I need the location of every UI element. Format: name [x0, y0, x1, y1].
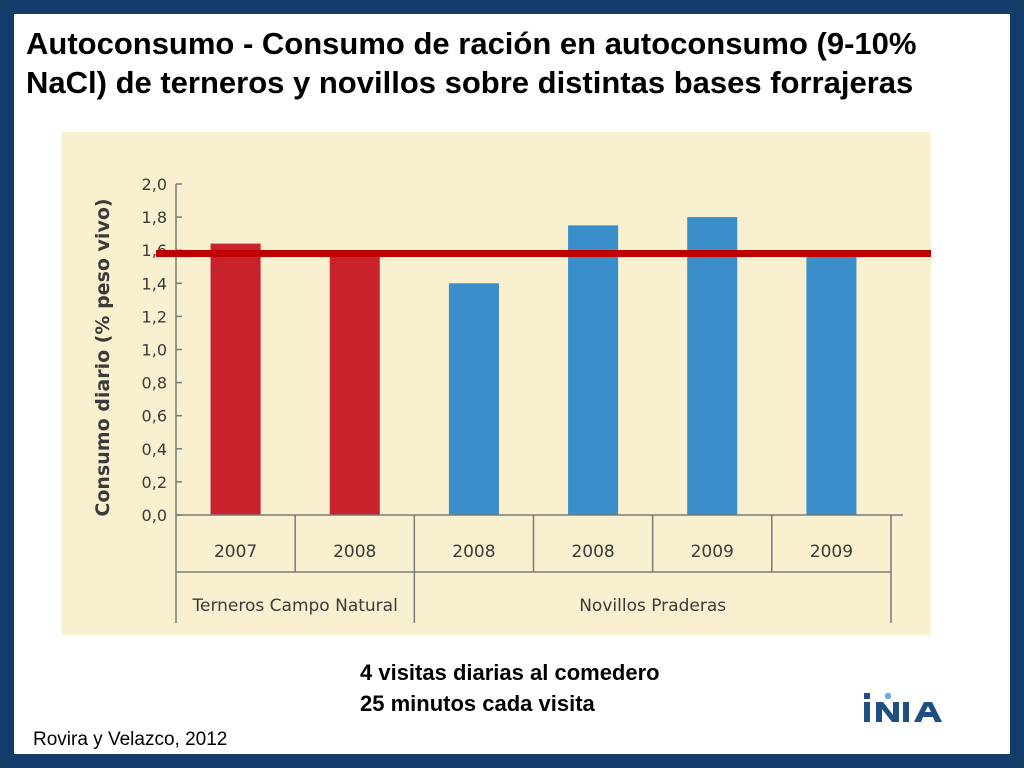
y-tick-label: 1,2	[142, 307, 167, 326]
bar	[448, 283, 499, 515]
bar	[329, 253, 380, 515]
x-category-label: 2008	[333, 542, 376, 562]
x-category-label: 2008	[571, 542, 614, 562]
slide-title: Autoconsumo - Consumo de ración en autoc…	[26, 24, 1006, 102]
y-tick-label: 2,0	[142, 175, 167, 194]
slide-title-line-1: Autoconsumo - Consumo de ración en autoc…	[26, 26, 917, 61]
bar	[687, 217, 738, 515]
inia-logo	[864, 692, 942, 722]
y-tick-label: 0,0	[142, 506, 167, 525]
x-category-label: 2007	[214, 542, 257, 562]
source-citation: Rovira y Velazco, 2012	[33, 729, 228, 750]
x-group-label: Novillos Praderas	[579, 596, 726, 616]
visit-note-line-1: 4 visitas diarias al comedero	[360, 660, 660, 685]
slide-title-line-2: NaCl) de terneros y novillos sobre disti…	[26, 65, 914, 100]
bar	[210, 243, 261, 515]
y-tick-label: 0,6	[142, 407, 167, 426]
y-tick-label: 1,4	[142, 274, 167, 293]
slide: Autoconsumo - Consumo de ración en autoc…	[14, 14, 1010, 754]
bar-chart: 0,00,20,40,60,81,01,21,41,61,82,0Consumo…	[92, 175, 931, 623]
x-category-label: 2009	[810, 542, 853, 562]
y-tick-label: 1,8	[142, 208, 167, 227]
y-tick-label: 1,0	[142, 341, 167, 360]
visit-notes: 4 visitas diarias al comedero 25 minutos…	[360, 657, 660, 719]
chart-panel: 0,0 0,2 0,4 0,6 0,8 1,0 1,2 1,4 1,6 1,8 2,0 Consumo…	[61, 132, 931, 635]
bar	[568, 225, 619, 515]
y-tick-label: 0,8	[142, 374, 167, 393]
x-group-label: Terneros Campo Natural	[192, 596, 398, 616]
x-category-label: 2009	[691, 542, 734, 562]
visit-note-line-2: 25 minutos cada visita	[360, 691, 595, 716]
bar	[806, 253, 857, 515]
y-tick-label: 0,4	[142, 440, 167, 459]
x-category-label: 2008	[452, 542, 495, 562]
y-tick-label: 0,2	[142, 473, 167, 492]
y-axis-title: Consumo diario (% peso vivo)	[92, 198, 114, 516]
